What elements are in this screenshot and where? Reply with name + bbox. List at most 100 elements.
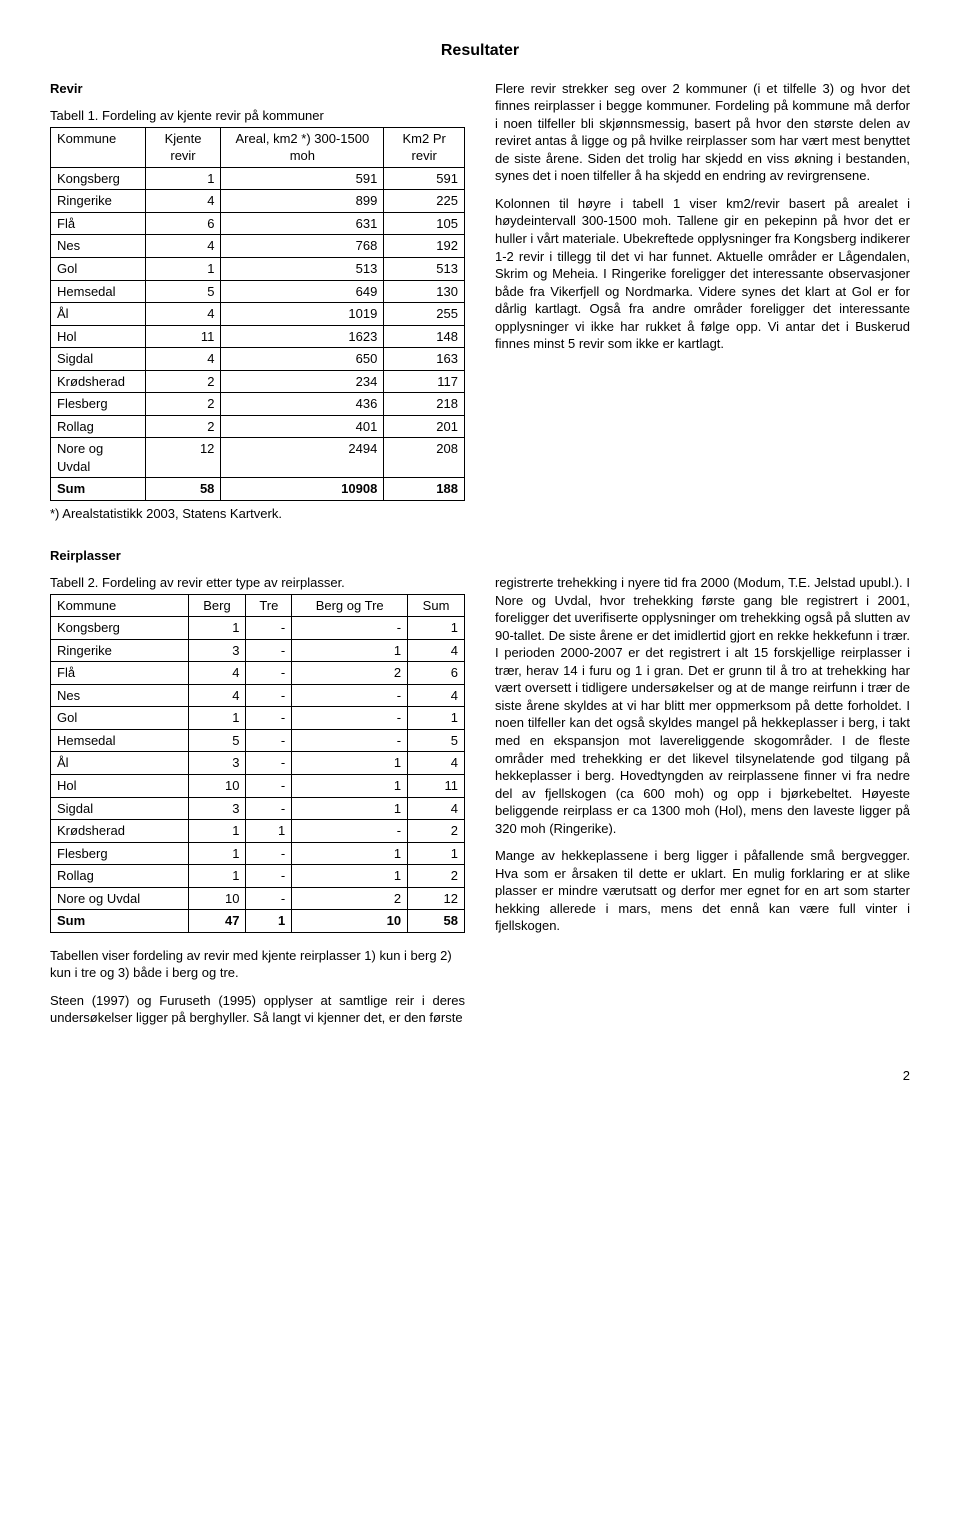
table-cell: 2 (145, 370, 221, 393)
table-cell: 4 (408, 752, 465, 775)
table-cell: Hol (51, 775, 189, 798)
table-cell: 4 (408, 797, 465, 820)
table-cell: 218 (384, 393, 465, 416)
table-row: Flesberg1-11 (51, 842, 465, 865)
table-cell: 255 (384, 303, 465, 326)
table-row: Nore og Uvdal122494208 (51, 438, 465, 478)
left2-p1: Tabellen viser fordeling av revir med kj… (50, 947, 465, 982)
table-cell: 1 (408, 617, 465, 640)
table2-h4: Sum (408, 594, 465, 617)
table-cell: 2 (408, 820, 465, 843)
table-row: Rollag1-12 (51, 865, 465, 888)
table-cell: 12 (408, 887, 465, 910)
table-cell: Nore og Uvdal (51, 438, 146, 478)
table-cell: 163 (384, 348, 465, 371)
table-cell: 6 (145, 212, 221, 235)
table-cell: 2 (145, 393, 221, 416)
table-cell: - (246, 887, 292, 910)
table-cell: Ål (51, 752, 189, 775)
table-cell: 10 (188, 775, 246, 798)
table-row: Krødsherad2234117 (51, 370, 465, 393)
table-cell: 4 (145, 235, 221, 258)
left2-p2: Steen (1997) og Furuseth (1995) opplyser… (50, 992, 465, 1027)
right2-p2: Mange av hekkeplassene i berg ligger i p… (495, 847, 910, 935)
table-cell: 1 (145, 167, 221, 190)
table-cell: Flesberg (51, 393, 146, 416)
table-cell: 1 (292, 842, 408, 865)
table-cell: 4 (145, 190, 221, 213)
table-cell: - (246, 617, 292, 640)
table-cell: 47 (188, 910, 246, 933)
table-cell: 649 (221, 280, 384, 303)
section-reirplasser: Tabell 2. Fordeling av revir etter type … (50, 574, 910, 1037)
table2-h3: Berg og Tre (292, 594, 408, 617)
table-cell: Sum (51, 910, 189, 933)
table-cell: Ringerike (51, 639, 189, 662)
table-cell: 899 (221, 190, 384, 213)
right2-p1: registrerte trehekking i nyere tid fra 2… (495, 574, 910, 837)
table-cell: Krødsherad (51, 820, 189, 843)
section-revir: Revir Tabell 1. Fordeling av kjente revi… (50, 80, 910, 523)
table-cell: 1 (408, 842, 465, 865)
table-cell: 1 (188, 865, 246, 888)
table1-h1: Kjente revir (145, 127, 221, 167)
table-row: Sigdal3-14 (51, 797, 465, 820)
table-cell: 1 (188, 820, 246, 843)
table-cell: 3 (188, 752, 246, 775)
table-cell: 1 (292, 752, 408, 775)
table-cell: 1 (145, 257, 221, 280)
table-cell: 1 (292, 797, 408, 820)
table-cell: 591 (221, 167, 384, 190)
table-cell: - (246, 639, 292, 662)
table-cell: 58 (145, 478, 221, 501)
table-row: Flå6631105 (51, 212, 465, 235)
right1-p2: Kolonnen til høyre i tabell 1 viser km2/… (495, 195, 910, 353)
table-row: Sigdal4650163 (51, 348, 465, 371)
table-cell: Krødsherad (51, 370, 146, 393)
right1-p1: Flere revir strekker seg over 2 kommuner… (495, 80, 910, 185)
table-cell: - (246, 752, 292, 775)
table-cell: 631 (221, 212, 384, 235)
table-cell: Rollag (51, 865, 189, 888)
table-cell: 12 (145, 438, 221, 478)
table-cell: Sigdal (51, 797, 189, 820)
table-cell: Rollag (51, 415, 146, 438)
table-cell: - (292, 707, 408, 730)
table-cell: Flå (51, 212, 146, 235)
table-row: Nore og Uvdal10-212 (51, 887, 465, 910)
table-cell: 2 (292, 662, 408, 685)
table-cell: 11 (408, 775, 465, 798)
table-cell: Sigdal (51, 348, 146, 371)
table1-footnote: *) Arealstatistikk 2003, Statens Kartver… (50, 505, 465, 523)
table-cell: Ringerike (51, 190, 146, 213)
table1-h2: Areal, km2 *) 300-1500 moh (221, 127, 384, 167)
table-cell: Gol (51, 707, 189, 730)
table-cell: 4 (188, 662, 246, 685)
table-sum-row: Sum4711058 (51, 910, 465, 933)
table2-caption: Tabell 2. Fordeling av revir etter type … (50, 574, 465, 592)
table-row: Ål41019255 (51, 303, 465, 326)
table-row: Rollag2401201 (51, 415, 465, 438)
table-row: Ål3-14 (51, 752, 465, 775)
table-cell: 5 (188, 729, 246, 752)
table-row: Nes4--4 (51, 684, 465, 707)
table-cell: 1 (188, 842, 246, 865)
table-cell: - (246, 684, 292, 707)
table2-h0: Kommune (51, 594, 189, 617)
table-cell: 4 (145, 348, 221, 371)
table-cell: 3 (188, 639, 246, 662)
table-cell: 11 (145, 325, 221, 348)
table-row: Hol10-111 (51, 775, 465, 798)
table-row: Flesberg2436218 (51, 393, 465, 416)
table-cell: 1 (292, 775, 408, 798)
table-cell: 201 (384, 415, 465, 438)
table-cell: 148 (384, 325, 465, 348)
table-cell: 1623 (221, 325, 384, 348)
table-cell: 513 (221, 257, 384, 280)
table-cell: 1 (188, 707, 246, 730)
table-row: Hemsedal5--5 (51, 729, 465, 752)
table-cell: 1 (246, 820, 292, 843)
table-cell: 768 (221, 235, 384, 258)
table-cell: Kongsberg (51, 167, 146, 190)
table-cell: 208 (384, 438, 465, 478)
